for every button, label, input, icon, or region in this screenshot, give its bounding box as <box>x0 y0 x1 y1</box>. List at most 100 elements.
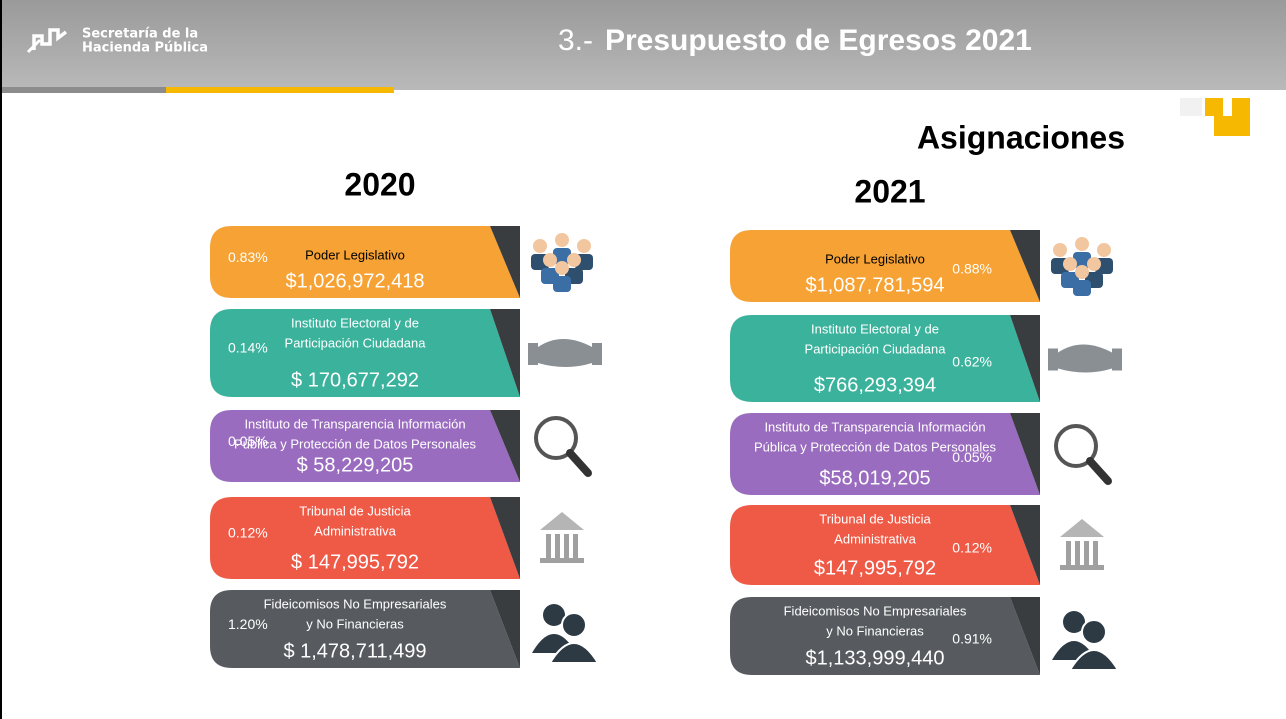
icon-head <box>1063 611 1085 633</box>
icon-head <box>561 612 587 638</box>
icon-column <box>564 534 569 558</box>
title: Presupuesto de Egresos 2021 <box>605 24 1032 57</box>
square <box>1232 98 1250 116</box>
content: 2020 Poder Legislativo $1,026,972,418 0.83%… <box>210 166 1124 678</box>
budget-item: Instituto Electoral y de Participación Ci… <box>730 315 1124 402</box>
year: 2021 <box>854 173 925 209</box>
item-label: Pública y Protección de Datos Personales <box>234 436 477 451</box>
item-notch <box>1010 315 1040 402</box>
item-label: Fideicomisos No Empresariales <box>784 603 967 618</box>
icon-base <box>540 558 584 563</box>
icon-head <box>1075 237 1089 251</box>
item-amount: $1,087,781,594 <box>805 274 944 296</box>
icon-column <box>555 534 560 558</box>
item-label: Participación Ciudadana <box>285 335 427 350</box>
item-label: Instituto Electoral y de <box>811 321 939 336</box>
icon-head <box>1081 619 1107 645</box>
header-rule-gray <box>0 87 166 93</box>
budget-item: Instituto de Transparencia Información Pú… <box>210 404 604 488</box>
item-label: Tribunal de Justicia <box>299 503 411 518</box>
item-label: Instituto Electoral y de <box>291 315 419 330</box>
item-label: Administrativa <box>834 531 916 546</box>
icon-head <box>533 239 547 253</box>
icon-body <box>553 276 571 292</box>
item-label: Poder Legislativo <box>305 248 405 263</box>
item-pill <box>210 226 520 298</box>
item-pill <box>210 410 520 482</box>
square <box>1180 98 1202 116</box>
budget-item: Instituto de Transparencia Información Pú… <box>730 412 1124 496</box>
item-pill <box>730 597 1040 675</box>
item-notch <box>490 497 520 579</box>
icon-handle <box>566 449 592 477</box>
item-pill <box>730 413 1040 495</box>
item-label: Instituto de Transparencia Información <box>764 419 985 434</box>
item-notch <box>1010 597 1040 675</box>
icon-head <box>577 239 591 253</box>
item-amount: $ 58,229,205 <box>297 454 414 476</box>
icon-cuff <box>528 343 538 365</box>
year: 2020 <box>344 166 415 202</box>
item-amount: $1,133,999,440 <box>805 647 944 669</box>
icon-head <box>1053 243 1067 257</box>
item-label: y No Financieras <box>826 623 924 638</box>
icon-head <box>1087 257 1101 271</box>
icon-body <box>1073 280 1091 296</box>
item-amount: $ 1,478,711,499 <box>283 640 426 662</box>
icon-head <box>1075 265 1089 279</box>
item-label: Tribunal de Justicia <box>819 511 931 526</box>
item-label: Participación Ciudadana <box>805 341 947 356</box>
item-pill <box>730 505 1040 585</box>
icon-bg <box>1040 503 1124 587</box>
item-label: Pública y Protección de Datos Personales <box>754 439 997 454</box>
item-label: Administrativa <box>314 523 396 538</box>
item-pill <box>210 590 520 668</box>
logo-text: Hacienda Pública <box>82 41 208 56</box>
item-percent: 0.83% <box>228 249 268 265</box>
icon-head <box>1097 243 1111 257</box>
icon-head <box>543 604 565 626</box>
item-percent: 0.12% <box>228 525 268 541</box>
icon-bg <box>520 496 604 580</box>
icon-head <box>567 253 581 267</box>
item-percent: 0.14% <box>228 339 268 355</box>
icon-column <box>573 534 578 558</box>
icon-body <box>553 248 571 264</box>
item-amount: $147,995,792 <box>814 557 936 579</box>
subtitle: Asignaciones <box>917 119 1125 155</box>
icon-cuff <box>1048 348 1058 371</box>
square <box>1214 116 1250 136</box>
icon-head <box>555 261 569 275</box>
icon-hands <box>538 339 592 367</box>
item-notch <box>1010 505 1040 585</box>
budget-item: Fideicomisos No Empresariales y No Financ… <box>210 587 604 671</box>
item-percent: 0.05% <box>228 433 268 449</box>
icon-column <box>1075 541 1080 565</box>
icon-lens <box>534 416 578 460</box>
item-notch <box>490 309 520 397</box>
item-pill <box>730 230 1040 302</box>
icon-head <box>1063 257 1077 271</box>
item-percent: 0.62% <box>952 354 992 370</box>
budget-item: Tribunal de Justicia Administrativa $147,9… <box>730 503 1124 587</box>
item-percent: 1.20% <box>228 616 268 632</box>
icon-roof <box>540 512 584 530</box>
item-label: Fideicomisos No Empresariales <box>264 596 447 611</box>
icon-body <box>548 642 600 664</box>
icon-lens <box>1054 424 1098 468</box>
budget-item: Instituto Electoral y de Participación Ci… <box>210 309 604 397</box>
item-percent: 0.88% <box>952 260 992 276</box>
logo: Secretaría de la Hacienda Pública <box>26 27 208 56</box>
item-amount: $ 170,677,292 <box>291 369 419 391</box>
budget-item: Tribunal de Justicia Administrativa $ 147,… <box>210 496 604 580</box>
item-amount: $58,019,205 <box>819 467 930 489</box>
budget-item: Fideicomisos No Empresariales y No Financ… <box>730 594 1124 678</box>
item-label: Poder Legislativo <box>825 252 925 267</box>
icon-head <box>555 233 569 247</box>
corner-squares <box>1180 98 1250 136</box>
icon-column <box>1084 541 1089 565</box>
item-amount: $ 147,995,792 <box>291 551 419 573</box>
item-amount: $766,293,394 <box>814 374 936 396</box>
item-pill <box>730 315 1040 402</box>
